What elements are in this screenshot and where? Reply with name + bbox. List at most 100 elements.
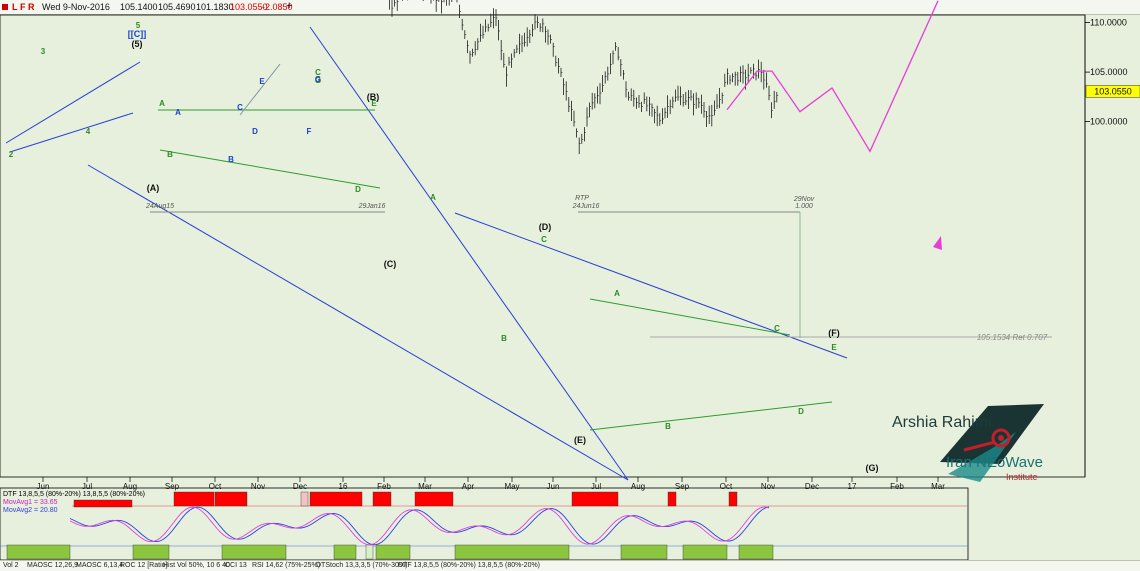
trendline [5,61,141,144]
brand-logo: Arshia Rahimi Iran NEoWave Institute [888,402,1048,494]
wave-label-green: C [541,235,547,244]
stochastic-line [69,506,770,546]
wave-label-green: A [614,289,620,298]
chart-annotation: RTP [575,195,589,202]
tab-cci[interactable]: CCI 13 [225,562,247,569]
x-tick-label: Oct [720,482,733,491]
wave-label-black: (D) [539,222,552,232]
indicator-overbought-block [214,491,248,507]
indicator-oversold-block [682,544,728,560]
indicator-oversold-block [620,544,668,560]
indicator-overbought-block [173,491,215,507]
wave-label-green: C [315,68,321,77]
indicator-oversold-block [738,544,774,560]
trendlines [5,26,1052,481]
header-change: -2.0850 [262,2,293,12]
header-close: 103.0550 [230,2,268,12]
header-high: 105.4690 [158,2,196,12]
x-tick-label: Dec [293,482,307,491]
add-symbol-button[interactable]: + [286,0,293,12]
indicator-oversold-block [221,544,287,560]
tab-hist-vol[interactable]: Hist Vol 50%, 10 6 40 [163,562,230,569]
indicator-overbought-block [372,491,392,507]
wave-label-black: (E) [574,435,586,445]
wave-label-green: D [355,185,361,194]
x-tick-label: Jul [82,482,92,491]
trendline [589,298,791,336]
x-tick-label: Aug [123,482,137,491]
tab-maosc-1[interactable]: MAOSC 12,26,9 [27,562,78,569]
chart-annotation: 24Jun16 [572,203,600,210]
header-open: 105.1400 [120,2,158,12]
indicator-neutral-block [365,544,374,560]
x-tick-label: 17 [848,482,857,491]
projection-arrowhead [933,236,942,250]
wave-label-green: C [774,324,780,333]
wave-label-green: A [430,193,436,202]
window-menu-icon[interactable] [2,4,8,10]
retracement-annotation: 105.1534 Ret 0.707 [977,333,1048,342]
indicator-panel [0,491,968,560]
x-tick-label: Aug [631,482,645,491]
logo-name: Arshia Rahimi [892,414,992,431]
tab-maosc-2[interactable]: MAOSC 6,13,4 [76,562,124,569]
x-tick-label: Feb [890,482,904,491]
indicator-oversold-block [6,544,71,560]
wave-label-black: (F) [828,328,840,338]
trendline [9,112,134,153]
y-axis: 125.0000120.0000115.0000110.0000105.0000… [1085,18,1140,127]
stochastic-line [69,506,770,546]
projection-path [726,0,942,250]
wave-labels: 3542ABCGDEACBABCDEABCDEFG[[C]](5)(A)(B)(… [9,21,1048,473]
trendline [589,401,833,431]
logo-emblem-icon [940,404,1044,482]
x-tick-label: 16 [339,482,348,491]
wave-label-black: (A) [147,183,160,193]
x-tick-label: Sep [675,482,690,491]
indicator-overbought-block [728,491,738,507]
wave-label-green: 4 [86,127,91,136]
x-axis: Jun Jul Aug Sep Oct Nov Dec 16 Feb Mar Apr May Jun Ju… [37,477,945,491]
wave-label-black: (C) [384,259,397,269]
y-tick-label: 110.0000 [1090,18,1127,28]
wave-label-green: 2 [9,150,14,159]
indicator-overbought-block [73,499,133,508]
tab-dtf[interactable]: DTF 13,8,5,5 (80%-20%) 13,8,5,5 (80%-20%… [398,562,541,569]
wave-label-green: A [159,99,165,108]
wave-label-green: 5 [136,21,141,30]
header-letter-f[interactable]: F [20,2,26,12]
indicator-neutral-block [300,491,309,507]
wave-label-blue: D [252,127,258,136]
wave-label-black: (G) [866,463,879,473]
wave-label-green: E [371,99,377,108]
wave-label-blue: F [307,127,312,136]
projection-line [726,0,939,153]
x-tick-label: Mar [418,482,432,491]
indicator-overbought-block [667,491,677,507]
wave-label-blue: E [259,77,265,86]
indicator-overbought-block [309,491,363,507]
x-tick-label: Nov [251,482,265,491]
trendline [239,63,281,116]
wave-label-blue: A [175,108,181,117]
chart-annotation: 29Nov [793,196,815,203]
tab-roc[interactable]: ROC 12 [Ratio] [120,562,168,569]
chart-frame [0,14,1086,560]
tab-dtstoch[interactable]: DTStoch 13,3,3,5 (70%-30%) [316,562,408,569]
logo-brand: Iran NEoWave [946,454,1043,471]
header-low: 101.1830 [196,2,234,12]
x-tick-label: Nov [761,482,775,491]
indicator-legend: DTF 13,8,5,5 (80%-20%) 13,8,5,5 (80%-20%… [3,491,145,515]
wave-label-green: B [167,150,173,159]
logo-subtitle: Institute [1006,472,1038,482]
header-letter-r[interactable]: R [28,2,35,12]
tab-vol[interactable]: Vol 2 [3,562,19,569]
wave-label-blue: G [315,75,321,84]
chart-header-bar: L F R Wed 9-Nov-2016 105.1400 105.4690 1… [0,0,1140,15]
header-letter-l[interactable]: L [12,2,18,12]
indicator-legend-movavg1: MovAvg1 = 33.65 [3,499,58,506]
indicator-legend-dtf: DTF 13,8,5,5 (80%-20%) 13,8,5,5 (80%-20%… [3,491,146,498]
wave-label-green: D [798,407,804,416]
tab-rsi[interactable]: RSI 14,62 (75%-25%) [252,562,321,569]
